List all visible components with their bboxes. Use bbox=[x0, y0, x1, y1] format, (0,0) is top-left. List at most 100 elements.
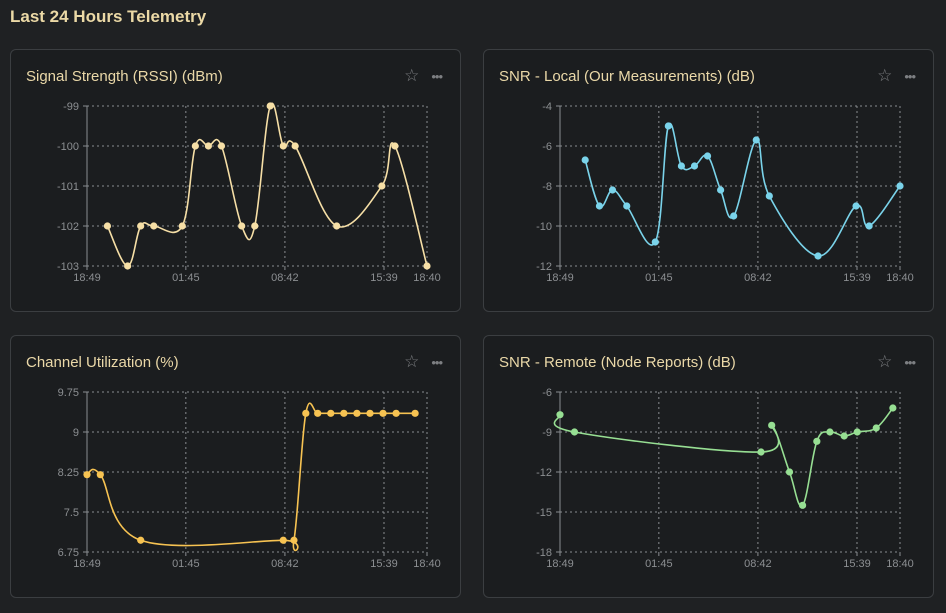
x-tick-label: 15:39 bbox=[370, 558, 398, 570]
y-tick-label: 7.5 bbox=[64, 507, 79, 519]
y-tick-label: -102 bbox=[57, 221, 79, 233]
data-point bbox=[353, 409, 361, 417]
more-options-icon[interactable]: ••• bbox=[431, 354, 443, 370]
x-tick-label: 18:40 bbox=[886, 272, 914, 284]
data-point bbox=[96, 471, 104, 479]
x-tick-label: 01:45 bbox=[645, 558, 673, 570]
x-tick-label: 18:40 bbox=[413, 558, 441, 570]
data-point bbox=[889, 404, 897, 412]
data-point bbox=[570, 428, 579, 436]
panel-rssi: Signal Strength (RSSI) (dBm) ☆ ••• -99 -1… bbox=[10, 49, 461, 312]
data-point bbox=[217, 142, 226, 150]
data-point bbox=[204, 142, 213, 150]
y-tick-label: -4 bbox=[542, 101, 552, 113]
y-tick-label: -6 bbox=[542, 387, 552, 399]
series-line bbox=[86, 402, 416, 552]
data-point bbox=[852, 202, 860, 210]
data-point bbox=[896, 182, 904, 190]
panel-snr-local: SNR - Local (Our Measurements) (dB) ☆ ••… bbox=[483, 49, 934, 312]
x-tick-label: 18:49 bbox=[546, 272, 574, 284]
data-point bbox=[872, 424, 880, 432]
data-point bbox=[814, 252, 822, 260]
panel-title: SNR - Local (Our Measurements) (dB) bbox=[499, 68, 755, 85]
data-point bbox=[826, 428, 834, 436]
data-point bbox=[378, 182, 386, 190]
more-options-icon[interactable]: ••• bbox=[431, 68, 443, 84]
y-tick-label: -10 bbox=[536, 221, 552, 233]
data-point bbox=[840, 432, 848, 440]
more-options-icon[interactable]: ••• bbox=[904, 354, 916, 370]
data-point bbox=[137, 222, 145, 230]
data-point bbox=[366, 409, 374, 417]
y-tick-label: 6.75 bbox=[58, 547, 79, 559]
y-tick-label: -100 bbox=[57, 141, 79, 153]
x-tick-label: 15:39 bbox=[370, 272, 398, 284]
data-point bbox=[608, 186, 617, 194]
data-point bbox=[291, 142, 299, 150]
star-icon[interactable]: ☆ bbox=[877, 66, 893, 85]
x-tick-label: 18:49 bbox=[73, 272, 101, 284]
data-point bbox=[765, 192, 773, 200]
star-icon[interactable]: ☆ bbox=[877, 352, 893, 371]
x-tick-label: 08:42 bbox=[271, 558, 299, 570]
data-point bbox=[730, 212, 738, 220]
x-tick-label: 01:45 bbox=[172, 272, 200, 284]
data-point bbox=[865, 222, 873, 230]
data-point bbox=[703, 152, 712, 160]
x-tick-label: 08:42 bbox=[744, 558, 772, 570]
star-icon[interactable]: ☆ bbox=[404, 66, 420, 85]
data-point bbox=[251, 222, 259, 230]
data-point bbox=[178, 222, 186, 230]
series-line bbox=[553, 407, 894, 507]
data-point bbox=[191, 142, 199, 150]
y-tick-label: -99 bbox=[63, 101, 79, 113]
y-tick-label: -18 bbox=[536, 547, 552, 559]
data-point bbox=[333, 222, 341, 230]
x-tick-label: 01:45 bbox=[172, 558, 200, 570]
x-tick-label: 18:49 bbox=[73, 558, 101, 570]
panel-channel-utilization: Channel Utilization (%) ☆ ••• 9.75 9 8.25 7… bbox=[10, 335, 461, 598]
data-point bbox=[279, 142, 287, 150]
x-tick-label: 18:40 bbox=[413, 272, 441, 284]
page-title: Last 24 Hours Telemetry bbox=[10, 7, 207, 26]
y-tick-label: -9 bbox=[542, 427, 552, 439]
x-tick-label: 15:39 bbox=[843, 558, 871, 570]
data-point bbox=[853, 428, 861, 436]
data-point bbox=[411, 409, 419, 417]
data-point bbox=[581, 156, 589, 164]
data-point bbox=[314, 409, 322, 417]
data-point bbox=[327, 409, 335, 417]
y-tick-label: -103 bbox=[57, 261, 79, 273]
panel-title: SNR - Remote (Node Reports) (dB) bbox=[499, 354, 736, 371]
x-tick-label: 08:42 bbox=[271, 272, 299, 284]
data-point bbox=[150, 222, 158, 230]
data-point bbox=[813, 437, 821, 445]
x-tick-label: 08:42 bbox=[744, 272, 772, 284]
star-icon[interactable]: ☆ bbox=[404, 352, 420, 371]
data-point bbox=[664, 122, 672, 130]
data-point bbox=[798, 501, 807, 509]
data-point bbox=[752, 136, 760, 144]
data-point bbox=[392, 409, 400, 417]
y-tick-label: -101 bbox=[57, 181, 79, 193]
x-tick-label: 18:40 bbox=[886, 558, 914, 570]
data-point bbox=[279, 536, 287, 544]
data-point bbox=[595, 202, 604, 210]
y-tick-label: -12 bbox=[536, 467, 552, 479]
data-point bbox=[556, 411, 564, 419]
series-line bbox=[584, 122, 901, 257]
data-point bbox=[651, 238, 659, 246]
y-tick-label: -15 bbox=[536, 507, 552, 519]
more-options-icon[interactable]: ••• bbox=[904, 68, 916, 84]
y-tick-label: -12 bbox=[536, 261, 552, 273]
panel-title: Signal Strength (RSSI) (dBm) bbox=[26, 68, 223, 85]
panel-snr-remote: SNR - Remote (Node Reports) (dB) ☆ ••• -… bbox=[483, 335, 934, 598]
data-point bbox=[623, 202, 631, 210]
data-point bbox=[768, 421, 776, 429]
data-point bbox=[717, 186, 725, 194]
y-tick-label: 9.75 bbox=[58, 387, 79, 399]
